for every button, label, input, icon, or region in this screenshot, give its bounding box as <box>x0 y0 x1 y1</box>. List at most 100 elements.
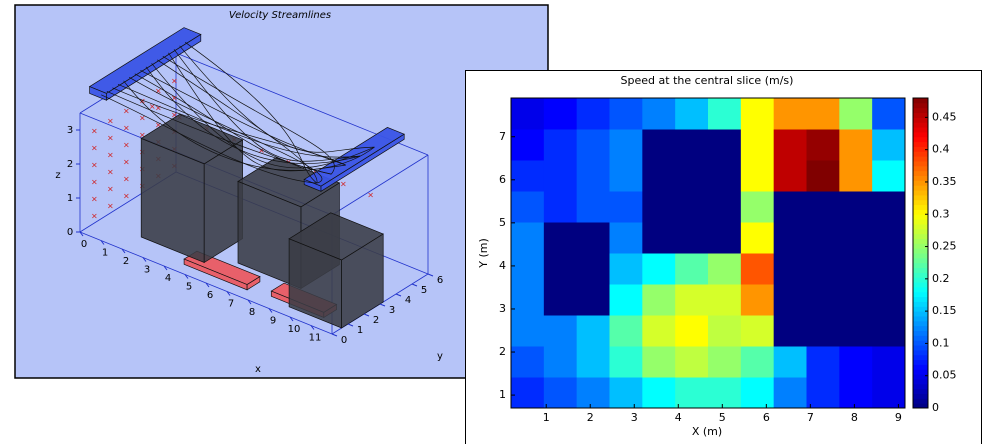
heat-cell <box>872 315 905 347</box>
colorbar-step <box>913 393 928 398</box>
colorbar-step <box>913 268 928 273</box>
colorbar-step <box>913 229 928 234</box>
x-axis-label: X (m) <box>692 425 722 438</box>
heat-cell <box>544 377 577 409</box>
heat-cell <box>675 346 708 378</box>
marker: × <box>367 190 374 199</box>
colorbar-step <box>913 335 928 340</box>
x-tick-label: 5 <box>719 411 726 424</box>
heat-cell <box>774 191 807 223</box>
heat-cell <box>807 191 840 223</box>
colorbar-step <box>913 345 928 350</box>
colorbar-step <box>913 132 928 137</box>
colorbar-step <box>913 117 928 122</box>
colorbar-step <box>913 263 928 268</box>
heat-cell <box>577 129 610 161</box>
colorbar-step <box>913 282 928 287</box>
y-tick-label: 1 <box>357 325 363 336</box>
heat-cell <box>807 129 840 161</box>
heat-cell <box>872 253 905 285</box>
heat-cell <box>577 253 610 285</box>
marker: × <box>123 123 130 132</box>
colorbar-tick-label: 0.35 <box>932 175 957 188</box>
colorbar-step <box>913 103 928 108</box>
heat-cell <box>708 129 741 161</box>
heat-cell <box>839 98 872 130</box>
colorbar-tick-label: 0.1 <box>932 336 950 349</box>
colorbar-step <box>913 384 928 389</box>
marker: × <box>155 103 162 112</box>
colorbar-step <box>913 108 928 113</box>
heat-cell <box>839 129 872 161</box>
y-tick-label: 2 <box>499 345 506 358</box>
heat-cell <box>872 284 905 316</box>
heat-cell <box>511 284 544 316</box>
heat-cell <box>544 160 577 192</box>
heat-cell <box>708 98 741 130</box>
heat-cell <box>741 315 774 347</box>
colorbar-step <box>913 214 928 219</box>
heat-cell <box>741 129 774 161</box>
colorbar-step <box>913 316 928 321</box>
heat-cell <box>642 98 675 130</box>
heat-cell <box>675 377 708 409</box>
z-tick-label: 2 <box>67 159 73 170</box>
z-tick-label: 0 <box>67 227 73 238</box>
heat-cell <box>642 222 675 254</box>
colorbar-step <box>913 176 928 181</box>
x-tick-label: 6 <box>763 411 770 424</box>
heat-cell <box>610 346 643 378</box>
colorbar-step <box>913 200 928 205</box>
x-tick-label: 3 <box>631 411 638 424</box>
heat-cell <box>675 222 708 254</box>
heat-cell <box>807 160 840 192</box>
heat-cell <box>577 346 610 378</box>
heat-cell <box>544 98 577 130</box>
heat-cell <box>872 160 905 192</box>
heat-cell <box>807 222 840 254</box>
colorbar-step <box>913 355 928 360</box>
colorbar-step <box>913 331 928 336</box>
heat-cell <box>511 129 544 161</box>
y-tick-label: 5 <box>499 216 506 229</box>
colorbar-step <box>913 379 928 384</box>
colorbar-step <box>913 151 928 156</box>
y-tick-label: 3 <box>499 302 506 315</box>
colorbar-tick-label: 0.45 <box>932 110 957 123</box>
heat-cell <box>839 253 872 285</box>
heat-cell <box>675 191 708 223</box>
heat-cell <box>642 315 675 347</box>
heat-cell <box>839 284 872 316</box>
heat-cell <box>544 253 577 285</box>
colorbar-step <box>913 166 928 171</box>
marker: × <box>107 167 114 176</box>
heat-cell <box>610 253 643 285</box>
colorbar-step <box>913 301 928 306</box>
heat-cell <box>675 98 708 130</box>
heat-cell <box>872 129 905 161</box>
heat-cell <box>872 98 905 130</box>
colorbar-step <box>913 277 928 282</box>
heat-cell <box>708 284 741 316</box>
colorbar-tick-label: 0.2 <box>932 272 950 285</box>
colorbar-step <box>913 219 928 224</box>
colorbar-tick-label: 0.3 <box>932 207 950 220</box>
y-axis-label: Y (m) <box>477 238 490 269</box>
colorbar-tick-label: 0 <box>932 401 939 414</box>
x-tick-label: 10 <box>288 324 301 335</box>
heat-cell <box>708 191 741 223</box>
heat-cell <box>708 222 741 254</box>
heat-cell <box>610 284 643 316</box>
x-tick-label: 3 <box>144 265 150 276</box>
y-tick-label: 3 <box>389 305 395 316</box>
heat-cell <box>675 284 708 316</box>
left-title: Velocity Streamlines <box>229 10 331 21</box>
heat-cell <box>610 377 643 409</box>
heat-cell <box>774 284 807 316</box>
heat-cell <box>807 253 840 285</box>
heat-cell <box>839 222 872 254</box>
heat-cell <box>511 222 544 254</box>
colorbar-step <box>913 272 928 277</box>
colorbar-step <box>913 389 928 394</box>
heat-cell <box>577 98 610 130</box>
